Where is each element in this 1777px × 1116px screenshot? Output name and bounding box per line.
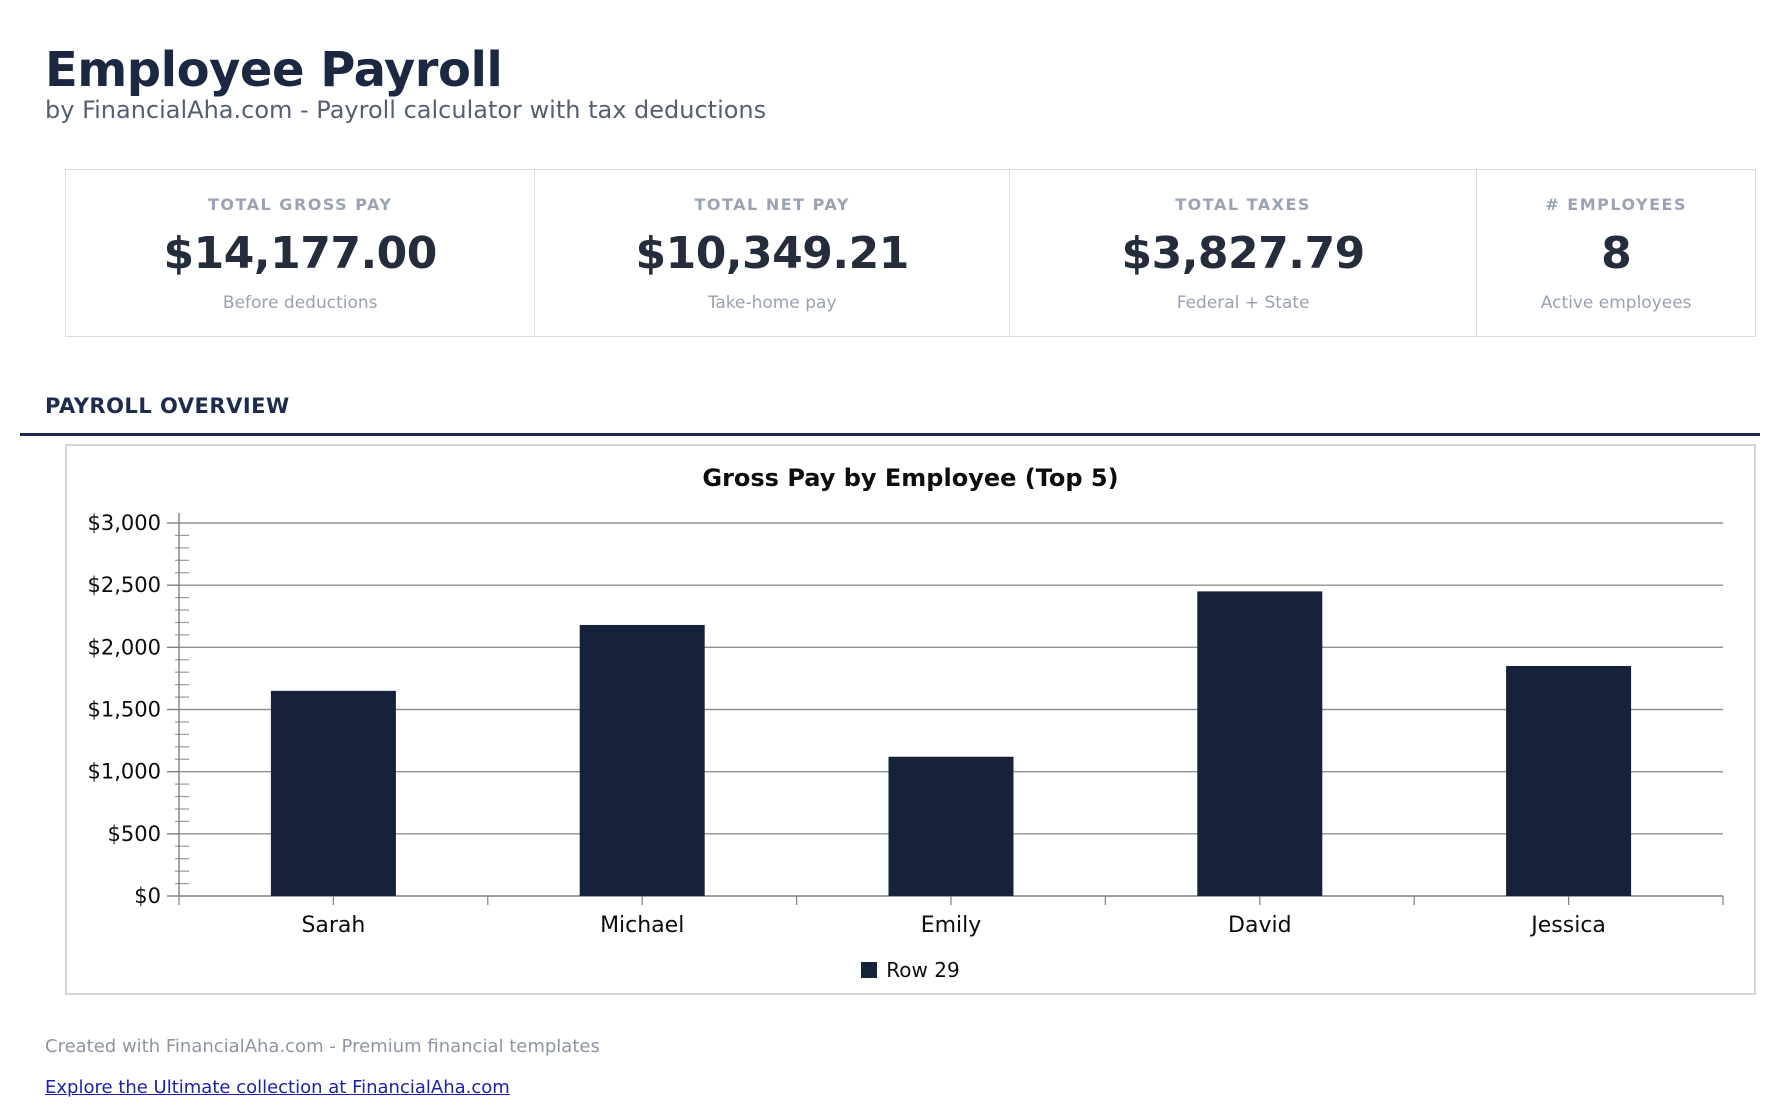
stat-label: TOTAL GROSS PAY (207, 195, 393, 214)
stat-caption: Federal + State (1176, 293, 1310, 313)
bar-jessica[interactable] (1506, 665, 1632, 896)
stat-value: 8 (1601, 228, 1632, 279)
y-axis-label: $1,000 (88, 760, 161, 784)
legend-swatch-icon (861, 962, 878, 978)
section-title: PAYROLL OVERVIEW (45, 394, 290, 418)
x-axis-label: Michael (600, 913, 684, 938)
footer-note: Created with FinancialAha.com - Premium … (45, 1036, 600, 1057)
stats-row: TOTAL GROSS PAY $14,177.00 Before deduct… (65, 169, 1756, 337)
stat-value: $10,349.21 (635, 228, 909, 279)
legend-label: Row 29 (886, 958, 960, 982)
stat-caption: Take-home pay (707, 293, 837, 313)
stat-card-employees: # EMPLOYEES 8 Active employees (1477, 170, 1755, 336)
y-axis-label: $2,500 (88, 573, 161, 597)
y-axis-label: $0 (134, 884, 161, 908)
chart-panel: Gross Pay by Employee (Top 5) $0 $500 $1,0… (65, 444, 1756, 995)
stat-label: TOTAL NET PAY (694, 195, 850, 214)
stat-value: $14,177.00 (163, 228, 438, 279)
x-axis-label: Emily (921, 913, 982, 938)
stat-label: TOTAL TAXES (1175, 195, 1311, 214)
stat-value: $3,827.79 (1121, 228, 1365, 279)
stat-card-net-pay: TOTAL NET PAY $10,349.21 Take-home pay (535, 170, 1010, 336)
stat-caption: Active employees (1540, 293, 1692, 313)
footer-link[interactable]: Explore the Ultimate collection at Finan… (45, 1077, 510, 1098)
bar-michael[interactable] (579, 624, 705, 896)
stat-caption: Before deductions (222, 293, 378, 313)
stat-card-gross-pay: TOTAL GROSS PAY $14,177.00 Before deduct… (66, 170, 536, 336)
y-axis-label: $3,000 (88, 511, 161, 535)
x-axis-label: David (1228, 913, 1292, 938)
x-axis-label: Sarah (301, 913, 365, 938)
page-title: Employee Payroll (45, 42, 503, 99)
payroll-chart: $0 $500 $1,000 $1,500 $2,000 $2,500 $3,000 Sara… (88, 511, 1724, 938)
y-axis-label: $500 (108, 822, 161, 846)
stat-card-taxes: TOTAL TAXES $3,827.79 Federal + State (1010, 170, 1478, 336)
stat-label: # EMPLOYEES (1545, 195, 1687, 214)
bar-david[interactable] (1197, 591, 1323, 896)
x-axis-label: Jessica (1529, 913, 1606, 938)
page-subtitle: by FinancialAha.com - Payroll calculator… (45, 96, 767, 124)
bar-sarah[interactable] (270, 690, 396, 896)
chart-title: Gross Pay by Employee (Top 5) (702, 464, 1119, 492)
y-axis-label: $1,500 (88, 698, 161, 722)
y-axis-label: $2,000 (88, 635, 161, 659)
chart-legend[interactable]: Row 29 (67, 958, 1754, 982)
bar-emily[interactable] (888, 756, 1014, 896)
section-divider (20, 433, 1760, 436)
